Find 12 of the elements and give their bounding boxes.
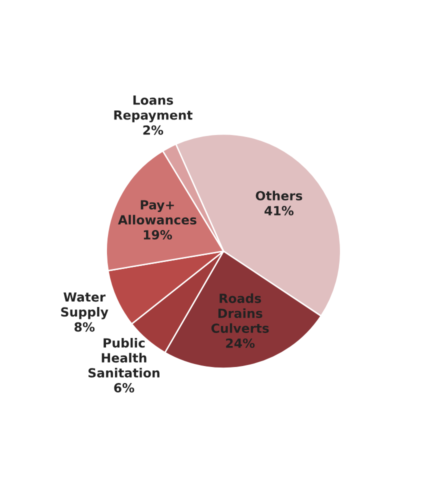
data-label: 19% bbox=[144, 230, 172, 240]
data-label: 8% bbox=[74, 322, 95, 332]
slice-label: Water Supply bbox=[61, 292, 108, 320]
data-label: 24% bbox=[226, 338, 255, 348]
slice-label: Loans Repayment bbox=[114, 96, 192, 122]
slice-label: Others bbox=[256, 190, 302, 200]
data-label: 2% bbox=[143, 125, 164, 135]
slice-label: Public Health Sanitation bbox=[88, 338, 160, 378]
data-label: 6% bbox=[114, 383, 134, 392]
slice-label: Pay+ Allowances bbox=[118, 200, 196, 225]
slice-label: Roads Drains Culverts bbox=[211, 293, 269, 333]
data-label: 41% bbox=[264, 206, 294, 216]
